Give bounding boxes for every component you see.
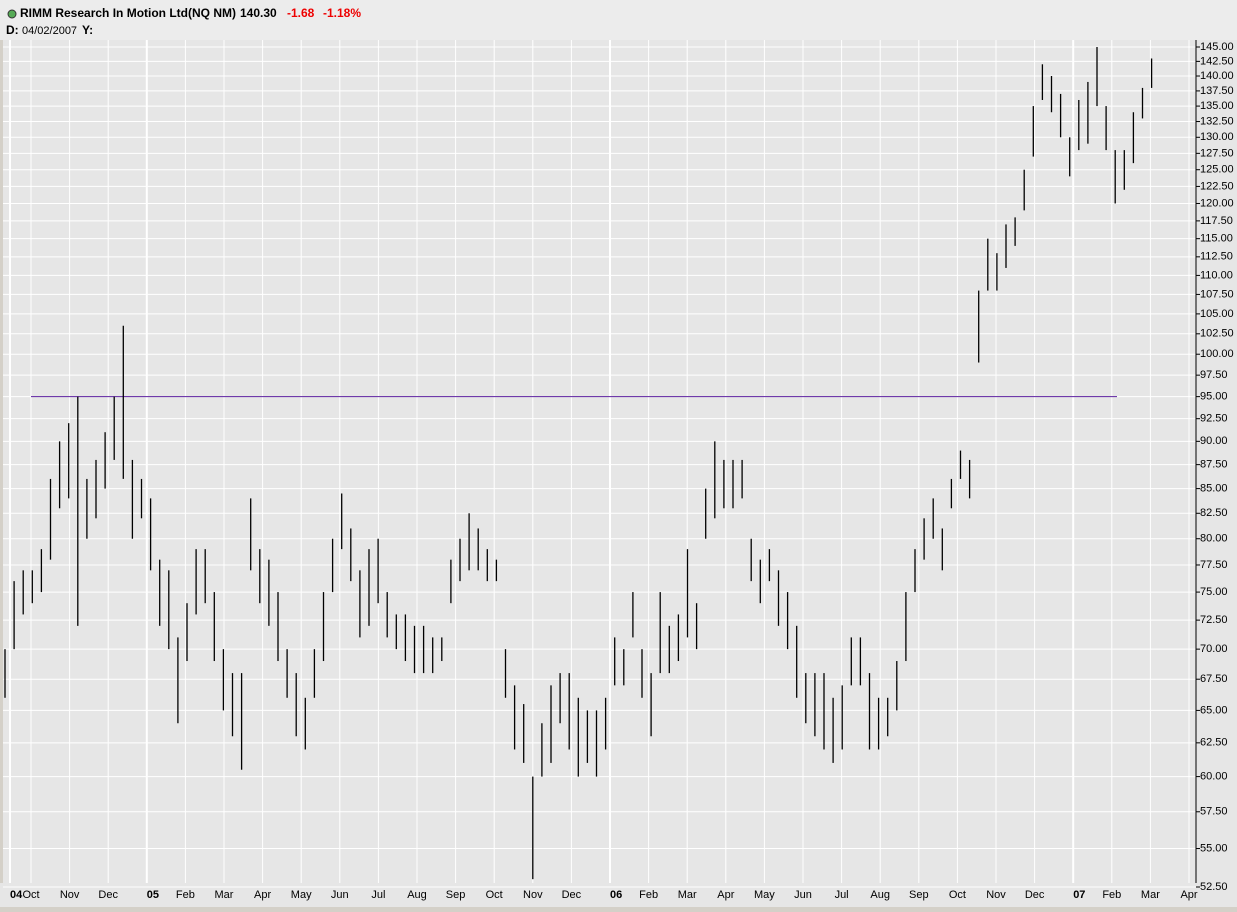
status-icon xyxy=(7,9,17,19)
y-tick-label: 100.00 xyxy=(1200,348,1234,360)
x-tick-label: Apr xyxy=(717,889,734,901)
x-tick-label: Aug xyxy=(407,889,427,901)
y-tick-label: 117.50 xyxy=(1200,215,1233,227)
y-tick-label: 75.00 xyxy=(1200,586,1228,598)
x-tick-label: Nov xyxy=(986,889,1006,901)
y-tick-label: 70.00 xyxy=(1200,643,1228,655)
x-tick-label: Oct xyxy=(486,889,503,901)
x-tick-label: Jul xyxy=(835,889,849,901)
y-tick-label: 112.50 xyxy=(1200,251,1233,263)
y-tick-label: 77.50 xyxy=(1200,559,1228,571)
x-tick-label: Sep xyxy=(909,889,929,901)
y-tick-label: 145.00 xyxy=(1200,41,1234,53)
change: -1.68 xyxy=(287,6,315,20)
y-tick-label: 60.00 xyxy=(1200,770,1228,782)
y-tick-label: 137.50 xyxy=(1200,85,1234,97)
y-tick-label: 142.50 xyxy=(1200,55,1234,67)
y-tick-label: 107.50 xyxy=(1200,288,1234,300)
y-tick-label: 132.50 xyxy=(1200,115,1234,127)
x-tick-label: Jul xyxy=(371,889,385,901)
x-tick-label: 07 xyxy=(1073,889,1085,901)
x-tick-label: Feb xyxy=(1102,889,1121,901)
last-price: 140.30 xyxy=(240,6,277,20)
axis-area xyxy=(1196,40,1237,907)
x-tick-label: Dec xyxy=(98,889,118,901)
y-tick-label: 95.00 xyxy=(1200,391,1228,403)
y-tick-label: 97.50 xyxy=(1200,369,1228,381)
x-tick-label: May xyxy=(291,889,312,901)
y-tick-label: 105.00 xyxy=(1200,308,1234,320)
y-tick-label: 127.50 xyxy=(1200,147,1234,159)
x-tick-label: Feb xyxy=(639,889,658,901)
y-tick-label: 115.00 xyxy=(1200,233,1233,245)
x-tick-label: Sep xyxy=(446,889,466,901)
x-tick-label: Mar xyxy=(678,889,697,901)
y-tick-label: 72.50 xyxy=(1200,614,1228,626)
y-tick-label: 80.00 xyxy=(1200,533,1228,545)
y-tick-label: 110.00 xyxy=(1200,269,1233,281)
x-tick-label: 04 xyxy=(10,889,23,901)
x-tick-label: Dec xyxy=(1025,889,1045,901)
x-tick-label: Nov xyxy=(523,889,543,901)
x-tick-label: Apr xyxy=(254,889,271,901)
header-bg xyxy=(0,0,1237,40)
x-tick-label: Aug xyxy=(870,889,890,901)
y-tick-label: 90.00 xyxy=(1200,435,1228,447)
x-tick-label: May xyxy=(754,889,775,901)
symbol: RIMM Research In Motion Ltd(NQ NM) xyxy=(20,6,236,20)
y-tick-label: 102.50 xyxy=(1200,328,1234,340)
y-tick-label: 85.00 xyxy=(1200,483,1228,495)
y-tick-label: 65.00 xyxy=(1200,704,1228,716)
y-tick-label: 62.50 xyxy=(1200,737,1228,749)
y-tick-label: 52.50 xyxy=(1200,881,1228,893)
y-tick-label: 140.00 xyxy=(1200,70,1234,82)
y-tick-label: 57.50 xyxy=(1200,806,1228,818)
x-tick-label: Dec xyxy=(562,889,582,901)
x-tick-label: Oct xyxy=(949,889,966,901)
date-label: D: xyxy=(6,23,19,37)
x-tick-label: 05 xyxy=(147,889,159,901)
x-tick-label: Mar xyxy=(1141,889,1160,901)
y-tick-label: 135.00 xyxy=(1200,100,1234,112)
x-tick-label: Apr xyxy=(1180,889,1197,901)
y-tick-label: 122.50 xyxy=(1200,180,1234,192)
plot-area xyxy=(3,40,1196,883)
y-tick-label: 67.50 xyxy=(1200,673,1228,685)
x-tick-label: Nov xyxy=(60,889,80,901)
x-tick-label: Feb xyxy=(176,889,195,901)
x-tick-label: Jun xyxy=(331,889,349,901)
y-tick-label: 130.00 xyxy=(1200,131,1234,143)
y-tick-label: 120.00 xyxy=(1200,197,1234,209)
y-tick-label: 125.00 xyxy=(1200,164,1234,176)
x-tick-label: 06 xyxy=(610,889,622,901)
y-tick-label: 92.50 xyxy=(1200,413,1228,425)
y-tick-label: 87.50 xyxy=(1200,459,1228,471)
y-tick-label: 55.00 xyxy=(1200,842,1228,854)
x-tick-label: Jun xyxy=(794,889,812,901)
x-tick-label: Oct xyxy=(22,889,39,901)
date: 04/02/2007 xyxy=(22,25,77,37)
y-tick-label: 82.50 xyxy=(1200,507,1228,519)
change-pct: -1.18% xyxy=(323,6,361,20)
y-label: Y: xyxy=(82,23,93,37)
x-tick-label: Mar xyxy=(215,889,234,901)
